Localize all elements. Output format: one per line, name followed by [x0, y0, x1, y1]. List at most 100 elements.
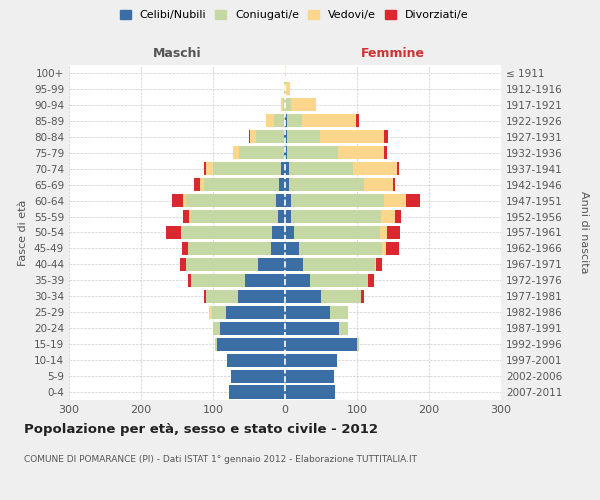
- Bar: [285, 290, 321, 303]
- Bar: [281, 162, 285, 175]
- Bar: [212, 306, 226, 319]
- Bar: [206, 162, 213, 175]
- Bar: [285, 386, 335, 398]
- Bar: [286, 82, 290, 96]
- Bar: [385, 194, 406, 207]
- Bar: [329, 306, 347, 319]
- Bar: [393, 178, 395, 191]
- Bar: [238, 290, 285, 303]
- Bar: [356, 114, 359, 128]
- Bar: [229, 386, 285, 398]
- Bar: [277, 194, 285, 207]
- Bar: [257, 258, 285, 271]
- Bar: [361, 290, 364, 303]
- Bar: [397, 162, 399, 175]
- Bar: [285, 306, 329, 319]
- Bar: [285, 98, 291, 112]
- Bar: [271, 242, 285, 255]
- Bar: [187, 194, 277, 207]
- Bar: [205, 162, 206, 175]
- Bar: [353, 162, 397, 175]
- Bar: [293, 226, 380, 239]
- Bar: [406, 194, 421, 207]
- Bar: [285, 354, 337, 366]
- Bar: [289, 162, 353, 175]
- Text: Femmine: Femmine: [361, 47, 425, 60]
- Bar: [184, 210, 189, 223]
- Bar: [385, 130, 388, 143]
- Bar: [285, 322, 339, 335]
- Bar: [217, 338, 285, 350]
- Bar: [183, 194, 187, 207]
- Bar: [278, 210, 285, 223]
- Bar: [285, 194, 291, 207]
- Bar: [239, 146, 284, 160]
- Bar: [387, 226, 400, 239]
- Bar: [284, 82, 285, 96]
- Text: COMUNE DI POMARANCE (PI) - Dati ISTAT 1° gennaio 2012 - Elaborazione TUTTITALIA.: COMUNE DI POMARANCE (PI) - Dati ISTAT 1°…: [24, 455, 417, 464]
- Bar: [310, 274, 368, 287]
- Text: Popolazione per età, sesso e stato civile - 2012: Popolazione per età, sesso e stato civil…: [24, 422, 378, 436]
- Bar: [285, 226, 293, 239]
- Legend: Celibi/Nubili, Coniugati/e, Vedovi/e, Divorziati/e: Celibi/Nubili, Coniugati/e, Vedovi/e, Di…: [115, 6, 473, 25]
- Bar: [266, 114, 274, 128]
- Bar: [303, 258, 375, 271]
- Bar: [256, 130, 284, 143]
- Bar: [194, 178, 200, 191]
- Bar: [285, 114, 287, 128]
- Y-axis label: Anni di nascita: Anni di nascita: [579, 191, 589, 274]
- Bar: [285, 130, 287, 143]
- Bar: [203, 178, 279, 191]
- Text: Maschi: Maschi: [152, 47, 202, 60]
- Bar: [213, 322, 220, 335]
- Bar: [200, 178, 203, 191]
- Bar: [395, 210, 401, 223]
- Bar: [285, 338, 357, 350]
- Bar: [287, 146, 338, 160]
- Bar: [376, 258, 382, 271]
- Bar: [320, 130, 385, 143]
- Bar: [182, 226, 272, 239]
- Bar: [284, 130, 285, 143]
- Bar: [302, 114, 356, 128]
- Bar: [249, 130, 250, 143]
- Bar: [287, 114, 302, 128]
- Bar: [285, 242, 299, 255]
- Bar: [375, 258, 376, 271]
- Y-axis label: Fasce di età: Fasce di età: [19, 200, 28, 266]
- Bar: [215, 338, 217, 350]
- Bar: [279, 178, 285, 191]
- Bar: [185, 258, 257, 271]
- Bar: [226, 306, 285, 319]
- Bar: [231, 370, 285, 382]
- Bar: [289, 178, 364, 191]
- Bar: [205, 290, 206, 303]
- Bar: [339, 322, 347, 335]
- Bar: [281, 98, 283, 112]
- Bar: [274, 114, 285, 128]
- Bar: [357, 338, 359, 350]
- Bar: [213, 162, 281, 175]
- Bar: [272, 226, 285, 239]
- Bar: [182, 242, 188, 255]
- Bar: [250, 130, 256, 143]
- Bar: [285, 210, 291, 223]
- Bar: [166, 226, 181, 239]
- Bar: [385, 146, 386, 160]
- Bar: [285, 274, 310, 287]
- Bar: [285, 66, 286, 80]
- Bar: [227, 354, 285, 366]
- Bar: [380, 226, 387, 239]
- Bar: [283, 98, 285, 112]
- Bar: [291, 98, 316, 112]
- Bar: [368, 274, 374, 287]
- Bar: [188, 274, 191, 287]
- Bar: [299, 242, 382, 255]
- Bar: [188, 242, 271, 255]
- Bar: [191, 210, 278, 223]
- Bar: [285, 82, 286, 96]
- Bar: [181, 226, 182, 239]
- Bar: [287, 130, 320, 143]
- Bar: [338, 146, 385, 160]
- Bar: [364, 178, 393, 191]
